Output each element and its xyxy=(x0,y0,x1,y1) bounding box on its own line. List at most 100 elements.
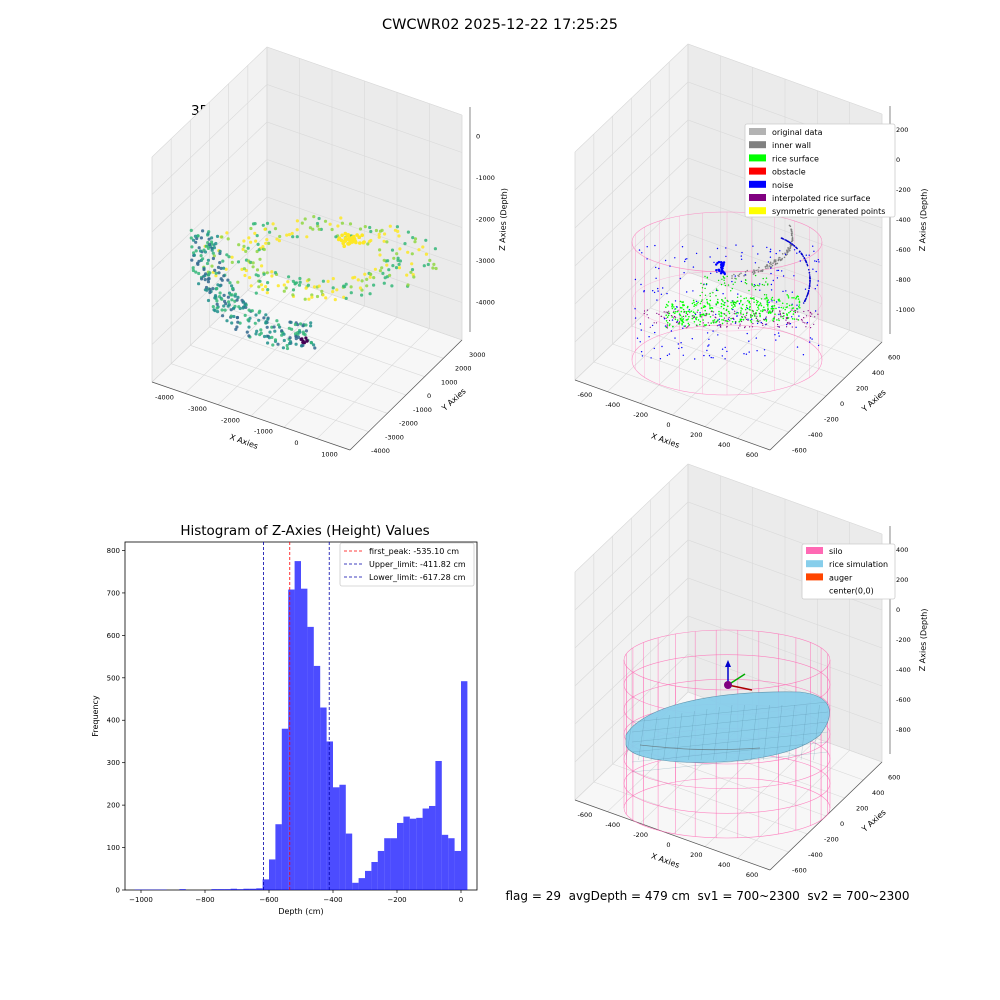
raw-point xyxy=(291,235,295,239)
raw-point xyxy=(270,325,274,329)
x-tick-label: -400 xyxy=(605,821,620,829)
rice-surface-point xyxy=(765,281,767,283)
rice-surface-point xyxy=(730,301,732,304)
rice-surface-point xyxy=(732,302,735,304)
noise-point xyxy=(654,244,656,247)
rice-surface-point xyxy=(667,301,670,303)
raw-point xyxy=(265,291,269,295)
raw-point xyxy=(295,228,299,232)
rice-surface-point xyxy=(744,317,747,319)
rice-surface-point xyxy=(773,299,775,302)
interpolated-surface-point xyxy=(786,316,788,319)
x-tick-label: −800 xyxy=(195,896,214,904)
raw-point xyxy=(194,240,198,244)
raw-point xyxy=(341,241,346,245)
y-tick-label: -200 xyxy=(824,835,839,843)
interpolated-surface-point xyxy=(713,311,715,313)
noise-point xyxy=(721,264,725,268)
raw-point xyxy=(201,229,205,233)
rice-surface-point xyxy=(704,294,707,296)
y-tick-label: 100 xyxy=(107,844,120,852)
raw-point xyxy=(242,244,246,248)
interpolated-surface-point xyxy=(751,326,754,328)
hist-bar xyxy=(461,681,468,890)
y-tick-label: -2000 xyxy=(399,420,418,428)
raw-point xyxy=(235,316,239,320)
interpolated-surface-point xyxy=(805,326,807,328)
rice-surface-point xyxy=(751,284,753,286)
rice-surface-point xyxy=(787,317,790,319)
noise-point xyxy=(808,274,811,276)
raw-point xyxy=(236,280,240,284)
rice-surface-point xyxy=(735,278,737,280)
raw-point xyxy=(267,241,271,245)
raw-point xyxy=(191,238,196,242)
raw-point xyxy=(256,242,260,246)
hist-bar xyxy=(275,824,282,890)
rice-surface-point xyxy=(791,297,793,299)
raw-point xyxy=(262,272,266,276)
rice-surface-point xyxy=(735,302,737,304)
raw-point xyxy=(277,323,281,327)
noise-point xyxy=(796,252,798,254)
rice-surface-point xyxy=(678,313,681,315)
inner-wall-point xyxy=(787,247,789,249)
raw-point xyxy=(293,322,297,327)
raw-point xyxy=(288,320,292,324)
noise-point xyxy=(775,301,778,303)
noise-point xyxy=(718,318,720,320)
raw-point xyxy=(328,222,332,226)
raw-point xyxy=(340,221,344,225)
raw-point xyxy=(224,267,228,271)
rice-surface-point xyxy=(679,317,682,320)
raw-point xyxy=(349,291,353,295)
raw-point xyxy=(260,264,264,268)
rice-surface-point xyxy=(700,282,702,285)
noise-point xyxy=(770,289,773,291)
rice-surface-point xyxy=(762,309,764,311)
noise-point xyxy=(733,318,735,320)
raw-point xyxy=(391,264,395,268)
raw-point xyxy=(261,223,265,227)
raw-point xyxy=(243,313,247,317)
noise-point xyxy=(709,256,711,258)
x-tick-label: -600 xyxy=(578,811,593,819)
interpolated-surface-point xyxy=(720,324,722,326)
raw-point xyxy=(382,281,386,285)
hist-bar xyxy=(345,833,353,890)
rice-surface-point xyxy=(760,304,763,307)
interpolated-surface-point xyxy=(706,312,708,315)
raw-point xyxy=(393,228,397,232)
x-tick-label: 0 xyxy=(666,421,670,429)
rice-surface-point xyxy=(699,320,702,323)
raw-point xyxy=(428,258,432,262)
interpolated-surface-point xyxy=(699,313,701,316)
rice-surface-point xyxy=(713,319,716,321)
raw-point xyxy=(266,288,270,292)
noise-point xyxy=(674,300,677,302)
raw-point xyxy=(210,264,214,268)
raw-point xyxy=(216,310,220,314)
rice-surface-point xyxy=(671,305,673,308)
noise-point xyxy=(799,250,801,253)
noise-point xyxy=(793,275,795,277)
raw-point xyxy=(214,271,218,275)
rice-surface-point xyxy=(680,310,683,313)
inner-wall-point xyxy=(771,264,774,267)
rice-surface-point xyxy=(760,298,763,300)
raw-point xyxy=(390,248,395,252)
raw-point xyxy=(273,329,277,333)
interpolated-surface-point xyxy=(777,325,779,328)
hist-bar xyxy=(256,888,263,890)
noise-point xyxy=(777,269,780,272)
noise-point xyxy=(784,239,786,241)
noise-point xyxy=(807,290,810,293)
raw-point xyxy=(251,265,255,269)
legend-label: original data xyxy=(772,128,823,137)
raw-point xyxy=(424,252,428,256)
interpolated-surface-point xyxy=(771,310,773,312)
noise-point xyxy=(641,355,644,357)
x-tick-label: 0 xyxy=(666,841,670,849)
raw-point xyxy=(321,293,325,297)
inner-wall-point xyxy=(744,271,747,273)
